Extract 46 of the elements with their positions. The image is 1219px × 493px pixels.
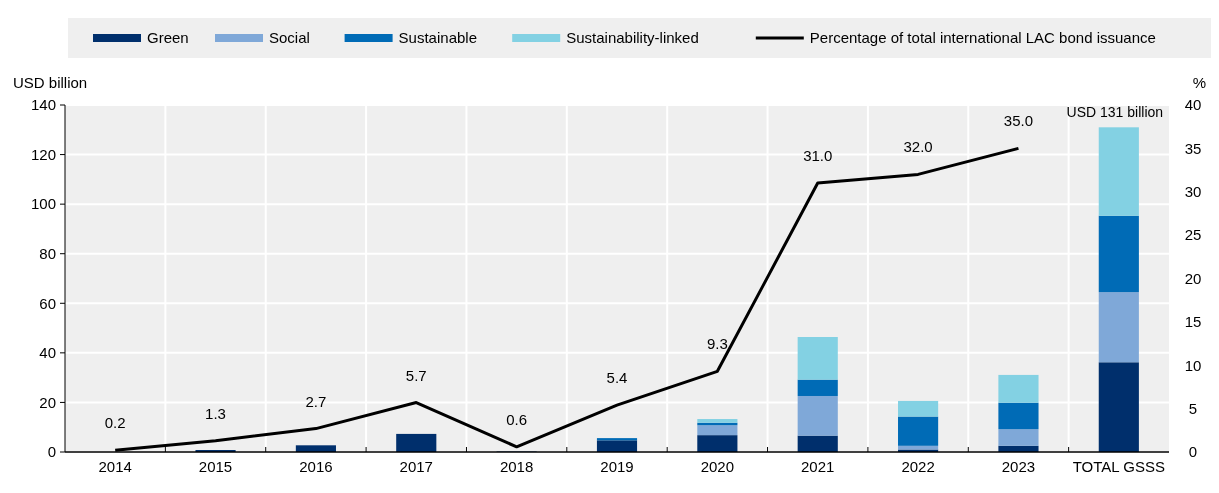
legend-label: Sustainable	[398, 29, 478, 46]
y-tick-label: 100	[30, 195, 56, 213]
legend-label: Social	[269, 29, 310, 46]
y-axis-title: USD billion	[13, 74, 88, 91]
legend-label: Sustainability-linked	[566, 29, 699, 46]
data-label: 31.0	[803, 147, 833, 165]
legend-label: Green	[147, 29, 189, 46]
x-tick-label: 2017	[399, 458, 433, 475]
y2-tick-label: 20	[1184, 269, 1202, 287]
legend-label: Percentage of total international LAC bond issuance	[809, 29, 1156, 46]
x-tick-label: TOTAL GSSS	[1072, 458, 1165, 475]
y2-tick-label: 25	[1184, 226, 1202, 244]
x-tick-label: 2015	[198, 458, 233, 475]
y2-tick-label: 15	[1184, 313, 1202, 331]
data-label: 9.3	[706, 335, 728, 353]
y2-tick-label: 30	[1184, 183, 1202, 200]
y2-tick-label: 5	[1188, 399, 1198, 417]
x-tick-label: 2023	[1001, 458, 1036, 475]
y-tick-label: 0	[47, 443, 56, 461]
data-label: 5.4	[606, 369, 628, 387]
y-tick-label: 40	[39, 344, 56, 362]
x-tick-label: 2022	[901, 458, 935, 475]
data-label: 32.0	[903, 138, 933, 156]
data-label: 2.7	[305, 392, 327, 410]
y2-axis-title: %	[1192, 74, 1206, 91]
x-tick-label: 2019	[600, 458, 634, 475]
annotation: USD 131 billion	[1066, 104, 1164, 121]
data-label: 0.2	[104, 414, 126, 432]
y-tick-label: 60	[39, 294, 56, 312]
data-label: 0.6	[506, 410, 528, 428]
y-tick-label: 120	[30, 145, 56, 163]
x-tick-label: 2014	[98, 458, 132, 475]
y2-tick-label: 35	[1184, 139, 1202, 157]
y2-tick-label: 10	[1184, 356, 1202, 374]
x-tick-label: 2020	[700, 458, 735, 475]
y-tick-label: 20	[39, 393, 56, 411]
x-tick-label: 2021	[801, 458, 835, 475]
y-tick-label: 140	[30, 96, 56, 114]
data-label: 1.3	[205, 404, 226, 422]
y2-tick-label: 0	[1188, 443, 1198, 461]
data-label: 35.0	[1003, 112, 1034, 130]
x-tick-label: 2018	[499, 458, 534, 475]
y-tick-label: 80	[39, 244, 56, 262]
data-label: 5.7	[405, 366, 427, 384]
y2-tick-label: 40	[1184, 96, 1202, 114]
x-tick-label: 2016	[299, 458, 333, 475]
